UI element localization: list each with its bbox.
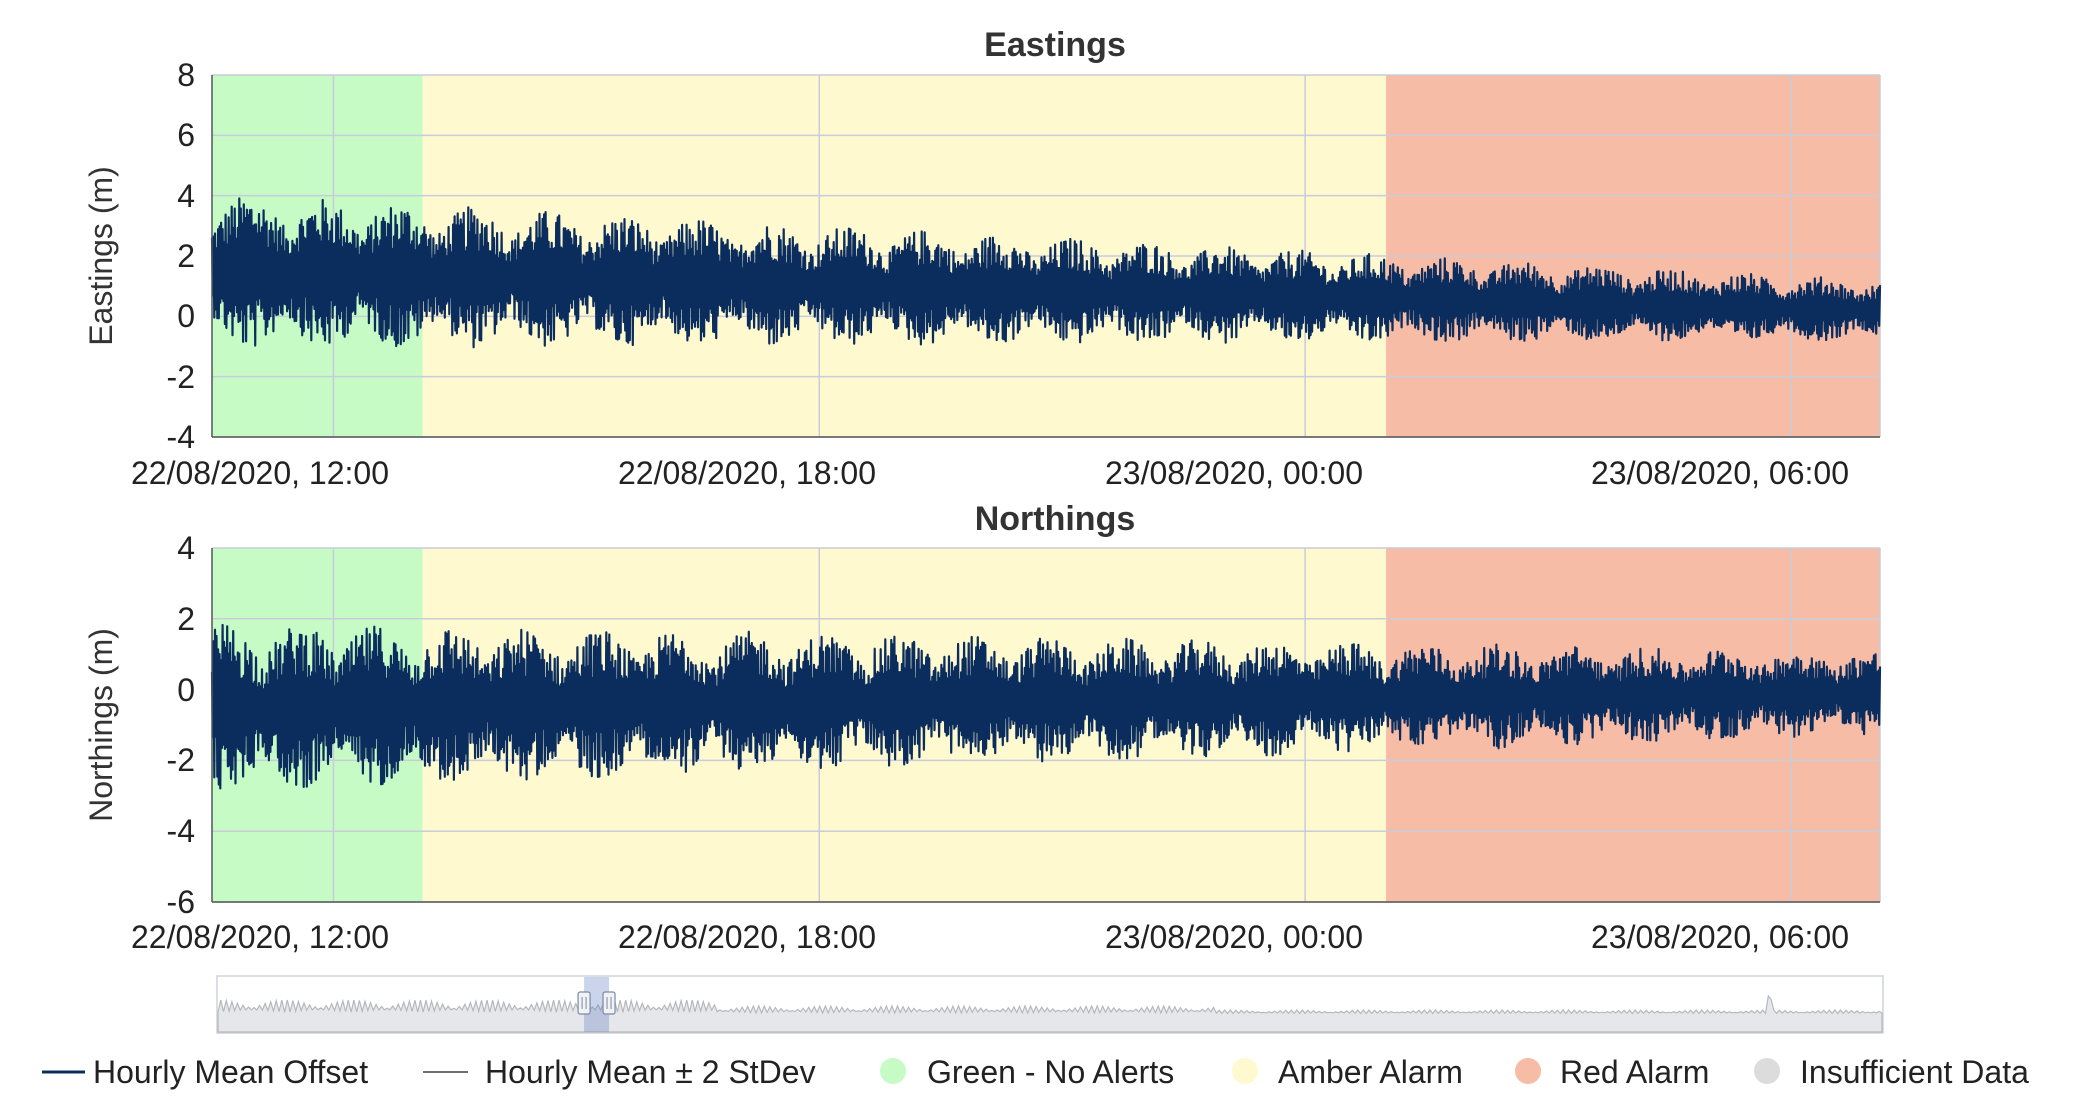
legend-label: Hourly Mean Offset	[93, 1054, 368, 1090]
legend-item-hourly-mean-2-stdev[interactable]: Hourly Mean ± 2 StDev	[423, 1054, 816, 1090]
navigator-series	[217, 994, 1883, 1033]
legend: Hourly Mean Offset Hourly Mean ± 2 StDev…	[42, 1054, 2029, 1090]
northings-y-tick: -4	[167, 813, 195, 849]
eastings-x-tick: 22/08/2020, 12:00	[131, 455, 389, 491]
legend-label: Amber Alarm	[1278, 1054, 1463, 1090]
legend-item-red[interactable]: Red Alarm	[1515, 1054, 1709, 1090]
legend-dot-green-icon	[880, 1058, 906, 1084]
northings-y-axis-title: Northings (m)	[83, 628, 119, 822]
northings-y-tick: 4	[177, 530, 195, 566]
northings-title: Northings	[975, 500, 1136, 538]
northings-x-tick: 22/08/2020, 18:00	[618, 919, 876, 955]
legend-item-green[interactable]: Green - No Alerts	[880, 1054, 1174, 1090]
eastings-y-tick: 4	[177, 178, 195, 214]
northings-y-tick: 0	[177, 672, 195, 708]
eastings-y-tick: -4	[167, 419, 195, 455]
legend-label: Insufficient Data	[1800, 1054, 2029, 1090]
legend-dot-red-icon	[1515, 1058, 1541, 1084]
legend-item-hourly-mean-offset[interactable]: Hourly Mean Offset	[42, 1054, 368, 1090]
northings-y-tick: 2	[177, 601, 195, 637]
northings-x-tick: 23/08/2020, 00:00	[1105, 919, 1363, 955]
eastings-y-tick: 2	[177, 238, 195, 274]
eastings-y-tick: 8	[177, 57, 195, 93]
legend-item-insufficient[interactable]: Insufficient Data	[1754, 1054, 2029, 1090]
eastings-y-axis-title: Eastings (m)	[83, 166, 119, 346]
eastings-x-tick: 23/08/2020, 06:00	[1591, 455, 1849, 491]
eastings-y-tick: -2	[167, 359, 195, 395]
eastings-y-ticks: 8 6 4 2 0 -2 -4	[167, 57, 195, 455]
eastings-hourly-mean-offset-series	[210, 197, 1882, 349]
eastings-x-tick: 22/08/2020, 18:00	[618, 455, 876, 491]
legend-label: Green - No Alerts	[927, 1054, 1174, 1090]
navigator-window-handle[interactable]	[577, 977, 616, 1032]
eastings-chart: Eastings Eastings (m) 8 6 4 2 0 -2 -4 22…	[83, 26, 1882, 491]
navigator[interactable]	[216, 975, 1884, 1034]
legend-dot-insufficient-icon	[1754, 1058, 1780, 1084]
eastings-x-ticks: 22/08/2020, 12:00 22/08/2020, 18:00 23/0…	[131, 455, 1849, 491]
legend-item-amber[interactable]: Amber Alarm	[1232, 1054, 1463, 1090]
eastings-y-tick: 6	[177, 117, 195, 153]
northings-chart: Northings Northings (m) 4 2 0 -2 -4 -6 2…	[83, 500, 1882, 955]
navigator-left-handle[interactable]	[577, 991, 591, 1015]
eastings-y-tick: 0	[177, 298, 195, 334]
northings-y-tick: -2	[167, 742, 195, 778]
navigator-right-handle[interactable]	[602, 991, 616, 1015]
northings-x-ticks: 22/08/2020, 12:00 22/08/2020, 18:00 23/0…	[131, 919, 1849, 955]
legend-label: Red Alarm	[1560, 1054, 1709, 1090]
eastings-x-tick: 23/08/2020, 00:00	[1105, 455, 1363, 491]
legend-label: Hourly Mean ± 2 StDev	[485, 1054, 816, 1090]
northings-x-tick: 23/08/2020, 06:00	[1591, 919, 1849, 955]
eastings-title: Eastings	[984, 26, 1126, 64]
northings-y-ticks: 4 2 0 -2 -4 -6	[167, 530, 195, 920]
northings-hourly-mean-offset-series	[210, 623, 1882, 790]
northings-y-tick: -6	[167, 884, 195, 920]
legend-dot-amber-icon	[1232, 1058, 1258, 1084]
northings-x-tick: 22/08/2020, 12:00	[131, 919, 389, 955]
